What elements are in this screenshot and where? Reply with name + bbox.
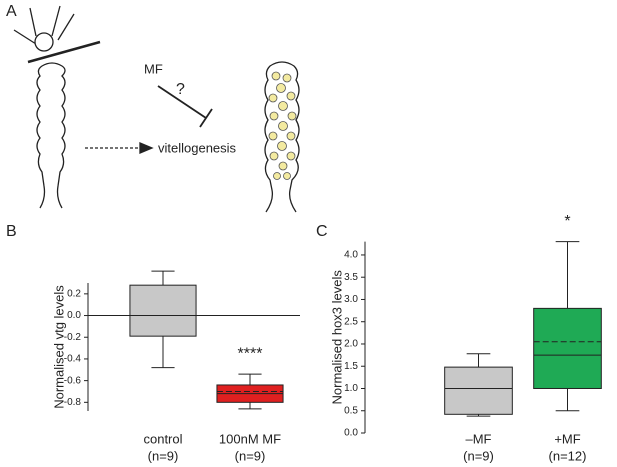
y-axis-label: Normalised vtg levels: [51, 285, 66, 409]
arrow-head: [139, 142, 154, 154]
x-tick-label: 100nM MF: [219, 431, 281, 446]
panel-label: B: [6, 223, 17, 240]
worm: [36, 62, 66, 209]
box: [444, 366, 513, 415]
y-tick-label: 3.0: [344, 294, 358, 305]
significance: ****: [238, 345, 263, 362]
y-tick-label: 0.0: [67, 310, 81, 321]
antenna: [51, 5, 61, 37]
diagram-label: ?: [176, 81, 185, 98]
box: [129, 284, 197, 337]
panel-label: A: [6, 3, 17, 20]
y-tick-label: 0.5: [344, 405, 358, 416]
head: [34, 32, 54, 52]
diagram: [13, 5, 300, 213]
y-axis-label: Normalised hox3 levels: [329, 270, 344, 405]
diagram-label: vitellogenesis: [158, 140, 237, 155]
antenna: [29, 7, 37, 37]
inhibition-line: [157, 85, 207, 119]
inhibition-bar: [199, 108, 213, 128]
panel-label: C: [316, 223, 328, 240]
box: [533, 307, 602, 389]
y-tick-label: -0.8: [64, 397, 82, 408]
antenna: [57, 13, 75, 41]
y-tick-label: 0.0: [344, 428, 358, 439]
y-tick-label: -0.6: [64, 375, 82, 386]
y-tick-label: 1.5: [344, 361, 358, 372]
sample-size: (n=9): [148, 448, 179, 463]
cut-line: [27, 40, 101, 64]
sample-size: (n=9): [463, 448, 494, 463]
y-tick-label: 3.5: [344, 272, 358, 283]
y-tick-label: -0.2: [64, 332, 82, 343]
diagram-label: MF: [144, 61, 163, 76]
antenna: [13, 29, 37, 45]
sample-size: (n=9): [235, 448, 266, 463]
sample-size: (n=12): [549, 448, 587, 463]
oocytes: [268, 71, 297, 180]
y-tick-label: 0.2: [67, 288, 81, 299]
worm: [264, 61, 300, 213]
y-tick-label: 2.5: [344, 316, 358, 327]
x-tick-label: +MF: [554, 431, 580, 446]
y-tick-label: 4.0: [344, 250, 358, 261]
significance: *: [564, 213, 570, 230]
y-tick-label: 1.0: [344, 383, 358, 394]
x-tick-label: control: [143, 431, 182, 446]
y-tick-label: 2.0: [344, 339, 358, 350]
x-tick-label: –MF: [466, 431, 492, 446]
y-tick-label: -0.4: [64, 354, 82, 365]
